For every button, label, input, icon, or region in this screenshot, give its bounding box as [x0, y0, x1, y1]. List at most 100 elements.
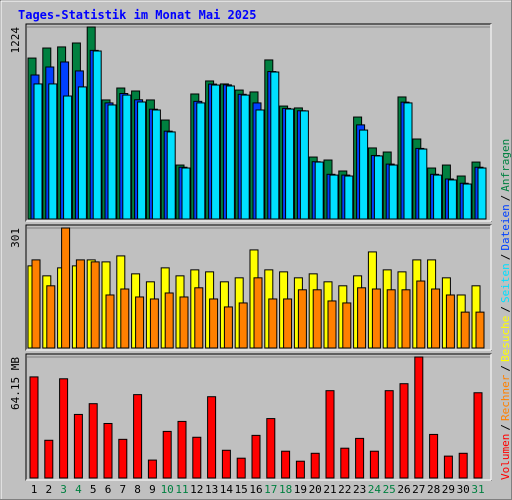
bar [388, 164, 398, 220]
chart-title: Tages-Statistik im Monat Mai 2025 [18, 8, 256, 22]
y-tick-label: 301 [9, 228, 22, 248]
bar [151, 109, 161, 220]
x-tick-label: 8 [134, 483, 141, 496]
bar [181, 167, 191, 220]
x-tick-label: 21 [323, 483, 336, 496]
bar [225, 85, 235, 220]
x-tick-label: 15 [235, 483, 248, 496]
bar [344, 175, 354, 220]
legend-entry: Seiten [499, 263, 512, 303]
x-tick-label: 18 [279, 483, 292, 496]
legend-entry: Dateien [499, 204, 512, 250]
bar [342, 302, 352, 349]
x-tick-label: 23 [353, 483, 366, 496]
bar [166, 131, 176, 220]
bar [238, 302, 248, 349]
x-tick-label: 30 [457, 483, 470, 496]
bar [103, 422, 113, 479]
bar [77, 86, 87, 220]
legend-separator: / [499, 424, 512, 431]
x-tick-label: 5 [90, 483, 97, 496]
bar [251, 434, 261, 479]
bar [462, 183, 472, 220]
bar [414, 356, 424, 479]
bar [133, 394, 143, 479]
x-tick-label: 22 [338, 483, 351, 496]
bar [325, 390, 335, 479]
bar [283, 298, 293, 349]
bar [297, 289, 307, 349]
legend: Volumen / Rechner / Besuche / Seiten / Dateien / A… [499, 139, 512, 480]
bar [285, 108, 295, 220]
x-tick-label: 19 [294, 483, 307, 496]
bar [327, 300, 337, 349]
y-tick-label: 64.15 MB [9, 357, 22, 410]
bar [433, 174, 443, 220]
bar [240, 94, 250, 220]
bar [33, 83, 43, 220]
bar [63, 95, 73, 220]
bar [209, 298, 219, 349]
x-tick-label: 1 [31, 483, 38, 496]
bar [399, 383, 409, 479]
bar [223, 306, 233, 349]
bar [90, 261, 100, 349]
bar [59, 378, 69, 479]
x-tick-label: 4 [75, 483, 82, 496]
bar [314, 161, 324, 220]
legend-entry: Anfragen [499, 139, 512, 192]
bar [416, 280, 426, 349]
legend-entry: Rechner [499, 374, 512, 421]
bar [359, 129, 369, 220]
bar [118, 438, 128, 479]
bar [137, 101, 147, 220]
bar [443, 455, 453, 479]
bar [88, 403, 98, 479]
x-tick-label: 9 [149, 483, 156, 496]
bar [196, 102, 206, 220]
bar [46, 285, 56, 349]
legend-separator: / [499, 306, 512, 313]
bar [44, 439, 54, 479]
bar [445, 294, 455, 349]
bar [295, 460, 305, 479]
bar [475, 311, 485, 349]
x-tick-label: 24 [368, 483, 382, 496]
x-tick-label: 31 [471, 483, 484, 496]
bar [270, 71, 280, 220]
bar [105, 294, 115, 349]
y-tick-label: 1224 [9, 27, 22, 54]
x-tick-label: 7 [119, 483, 126, 496]
bar [107, 104, 117, 220]
bar [384, 390, 394, 479]
bar [340, 447, 350, 479]
x-tick-label: 26 [397, 483, 410, 496]
bar [458, 452, 468, 479]
bar [255, 109, 265, 220]
bar [460, 311, 470, 349]
legend-entry: Volumen [499, 434, 512, 480]
x-tick-label: 25 [383, 483, 396, 496]
bar [357, 287, 367, 349]
bar [177, 420, 187, 479]
bar [473, 392, 483, 479]
x-tick-label: 6 [105, 483, 112, 496]
bar [401, 289, 411, 349]
bar [221, 449, 231, 479]
bar [162, 430, 172, 479]
bar [122, 94, 132, 220]
x-tick-label: 29 [442, 483, 455, 496]
bar [164, 292, 174, 349]
bar [192, 436, 202, 479]
x-tick-label: 2 [45, 483, 52, 496]
bar [299, 110, 309, 220]
bar [447, 179, 457, 220]
bar [73, 413, 83, 479]
bar [266, 418, 276, 479]
bar [281, 450, 291, 479]
bar [310, 452, 320, 479]
bar [149, 298, 159, 349]
bar [268, 298, 278, 349]
bar [61, 227, 71, 349]
bar [194, 287, 204, 349]
